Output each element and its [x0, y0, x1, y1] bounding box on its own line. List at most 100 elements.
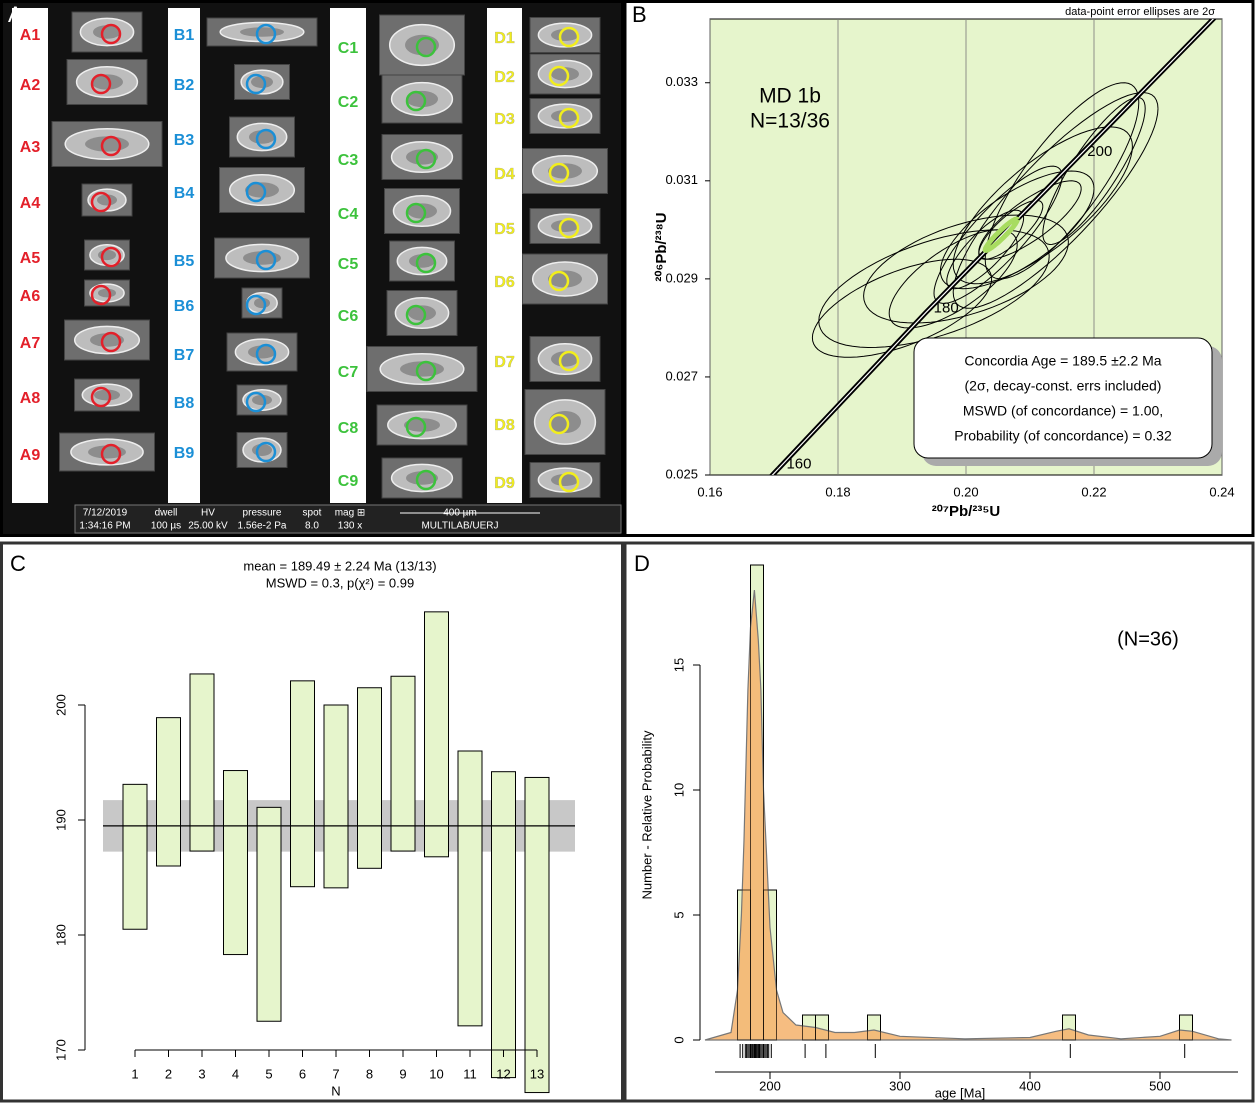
error-bar — [291, 681, 315, 887]
grain-label: C2 — [338, 94, 359, 111]
info-text: 100 µs — [151, 521, 181, 532]
error-bar — [257, 807, 281, 1021]
grain-label: A3 — [20, 139, 41, 156]
grain-label: C3 — [338, 152, 359, 169]
error-bar — [224, 771, 248, 955]
y-tick-label: 0.025 — [665, 466, 698, 481]
grain-core — [252, 444, 272, 456]
error-bar — [190, 674, 214, 851]
info-text: 25.00 kV — [188, 521, 228, 532]
y-tick-label: 0.029 — [665, 270, 698, 285]
x-tick-label: 3 — [198, 1066, 205, 1081]
grain-label: A2 — [20, 77, 41, 94]
grain-label: D2 — [494, 69, 515, 86]
y-tick-label: 5 — [671, 911, 686, 918]
x-tick-label: 0.24 — [1209, 484, 1234, 499]
x-axis-label: N — [331, 1083, 340, 1098]
grain-label: C6 — [338, 308, 359, 325]
y-tick-label: 0.033 — [665, 74, 698, 89]
y-tick-label: 180 — [53, 924, 68, 946]
info-text: mag ⊞ — [335, 508, 366, 519]
x-axis-label: age [Ma] — [935, 1085, 986, 1100]
x-tick-label: 7 — [332, 1066, 339, 1081]
grain-label: C8 — [338, 420, 359, 437]
grain-label: A9 — [20, 447, 41, 464]
x-tick-label: 12 — [496, 1066, 510, 1081]
grain-label: D4 — [494, 166, 515, 183]
grain-label: C7 — [338, 364, 359, 381]
grain-label: D1 — [494, 30, 515, 47]
age-label: 180 — [934, 300, 959, 317]
grain-label: D3 — [494, 111, 515, 128]
grain-label: C5 — [338, 256, 359, 273]
info-text: dwell — [155, 508, 178, 519]
x-axis-label: ²⁰⁷Pb/²³⁵U — [932, 503, 1000, 520]
panel-label: C — [10, 551, 26, 576]
error-bar — [157, 718, 181, 866]
sample-name: MD 1b — [759, 85, 821, 108]
error-bar — [458, 751, 482, 1026]
info-text: 7/12/2019 — [83, 508, 128, 519]
chart-title: mean = 189.49 ± 2.24 Ma (13/13) — [243, 558, 436, 573]
x-tick-label: 0.22 — [1081, 484, 1106, 499]
y-tick-label: 0 — [671, 1036, 686, 1043]
panel-label: B — [632, 2, 647, 27]
error-bar — [324, 705, 348, 888]
y-tick-label: 10 — [671, 783, 686, 797]
x-tick-label: 500 — [1149, 1078, 1171, 1093]
grain-label: A8 — [20, 390, 41, 407]
info-text: spot — [303, 508, 322, 519]
grain-label: D8 — [494, 417, 515, 434]
result-text: Probability (of concordance) = 0.32 — [954, 428, 1172, 444]
error-bar — [391, 676, 415, 851]
grain-label: D5 — [494, 221, 515, 238]
x-tick-label: 1 — [131, 1066, 138, 1081]
grain-label: B9 — [174, 445, 195, 462]
grain-label: A6 — [20, 288, 41, 305]
grain-label: B1 — [174, 27, 195, 44]
info-text: 1:34:16 PM — [79, 521, 130, 532]
x-tick-label: 4 — [232, 1066, 239, 1081]
grain-label: A4 — [20, 195, 41, 212]
y-tick-label: 0.027 — [665, 368, 698, 383]
info-text: 130 x — [338, 521, 362, 532]
x-tick-label: 10 — [429, 1066, 443, 1081]
panel-label: D — [634, 551, 650, 576]
x-tick-label: 11 — [463, 1066, 477, 1081]
result-text: (2σ, decay-const. errs included) — [965, 378, 1162, 394]
y-tick-label: 15 — [671, 658, 686, 672]
grain-label: A7 — [20, 335, 41, 352]
grain-label: B7 — [174, 347, 195, 364]
x-tick-label: 8 — [366, 1066, 373, 1081]
y-tick-label: 190 — [53, 809, 68, 831]
error-bar — [425, 612, 449, 857]
grain-label: C4 — [338, 206, 359, 223]
info-text: HV — [201, 508, 215, 519]
y-tick-label: 200 — [53, 694, 68, 716]
x-tick-label: 0.20 — [953, 484, 978, 499]
x-tick-label: 400 — [1019, 1078, 1041, 1093]
x-tick-label: 5 — [265, 1066, 272, 1081]
annotation: (N=36) — [1117, 628, 1179, 650]
panel-d-frame — [625, 543, 1253, 1101]
grain-label: B6 — [174, 298, 195, 315]
note: data-point error ellipses are 2σ — [1065, 6, 1215, 18]
grain-core — [240, 27, 284, 37]
y-axis-label: ²⁰⁶Pb/²³⁸U — [653, 212, 670, 281]
x-tick-label: 13 — [530, 1066, 544, 1081]
x-tick-label: 200 — [759, 1078, 781, 1093]
grain-label: B5 — [174, 253, 195, 270]
age-label: 200 — [1087, 143, 1112, 160]
x-tick-label: 6 — [299, 1066, 306, 1081]
info-text: pressure — [243, 508, 282, 519]
figure: ABCDA1A2A3A4A5A6A7A8A9B1B2B3B4B5B6B7B8B9… — [0, 0, 1255, 1103]
error-bar — [358, 688, 382, 869]
result-text: MSWD (of concordance) = 1.00, — [963, 403, 1163, 419]
y-axis-label: Number - Relative Probability — [639, 730, 654, 900]
y-tick-label: 0.031 — [665, 172, 698, 187]
grain-label: D7 — [494, 354, 515, 371]
error-bar — [123, 784, 147, 929]
grain-label: A1 — [20, 27, 41, 44]
grain-label: B8 — [174, 395, 195, 412]
grain-label: B3 — [174, 132, 195, 149]
